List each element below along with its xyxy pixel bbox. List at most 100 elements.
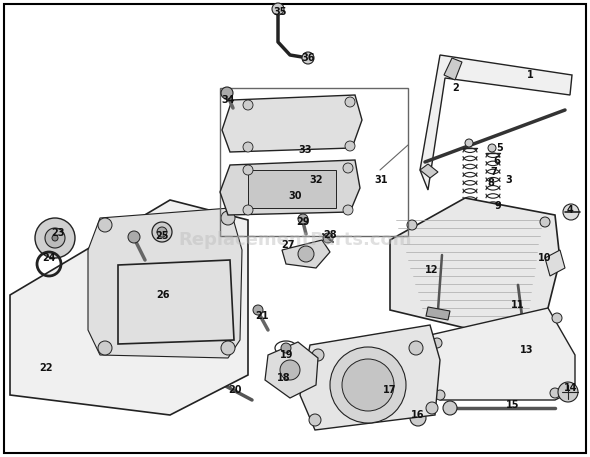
- Text: 9: 9: [494, 201, 501, 211]
- Circle shape: [302, 52, 314, 64]
- Circle shape: [243, 165, 253, 175]
- Circle shape: [410, 410, 426, 426]
- Circle shape: [157, 227, 167, 237]
- Circle shape: [465, 139, 473, 147]
- Circle shape: [345, 97, 355, 107]
- Circle shape: [243, 142, 253, 152]
- Circle shape: [552, 313, 562, 323]
- Circle shape: [272, 3, 284, 15]
- Polygon shape: [300, 325, 440, 430]
- Polygon shape: [420, 164, 438, 178]
- Text: 20: 20: [228, 385, 242, 395]
- Polygon shape: [390, 198, 560, 328]
- Text: 35: 35: [273, 7, 287, 17]
- Text: 23: 23: [51, 228, 65, 238]
- Circle shape: [343, 205, 353, 215]
- Circle shape: [221, 211, 235, 225]
- Text: 27: 27: [281, 240, 295, 250]
- Circle shape: [558, 382, 578, 402]
- Circle shape: [281, 343, 291, 353]
- Text: 14: 14: [564, 383, 578, 393]
- Bar: [220, 88, 408, 236]
- Circle shape: [298, 214, 308, 224]
- Text: 18: 18: [277, 373, 291, 383]
- Circle shape: [342, 359, 394, 411]
- Circle shape: [128, 231, 140, 243]
- Polygon shape: [545, 250, 565, 276]
- Polygon shape: [265, 342, 318, 398]
- Text: 30: 30: [289, 191, 301, 201]
- Circle shape: [298, 246, 314, 262]
- Text: 32: 32: [309, 175, 323, 185]
- Text: 26: 26: [156, 290, 170, 300]
- Polygon shape: [275, 188, 305, 208]
- Polygon shape: [10, 200, 248, 415]
- Polygon shape: [88, 208, 242, 358]
- Text: 12: 12: [425, 265, 439, 275]
- Circle shape: [98, 218, 112, 232]
- Circle shape: [221, 87, 233, 99]
- Text: 4: 4: [566, 205, 573, 215]
- Polygon shape: [420, 55, 572, 190]
- Text: 2: 2: [453, 83, 460, 93]
- Text: 11: 11: [512, 300, 525, 310]
- Text: 1: 1: [527, 70, 533, 80]
- Circle shape: [343, 163, 353, 173]
- Text: 21: 21: [255, 311, 269, 321]
- Text: 17: 17: [384, 385, 396, 395]
- Polygon shape: [420, 308, 575, 400]
- Text: 3: 3: [506, 175, 512, 185]
- Polygon shape: [282, 240, 330, 268]
- Text: 16: 16: [411, 410, 425, 420]
- Circle shape: [35, 218, 75, 258]
- Circle shape: [540, 217, 550, 227]
- Circle shape: [253, 305, 263, 315]
- Text: 8: 8: [487, 178, 494, 188]
- Circle shape: [309, 414, 321, 426]
- Text: 22: 22: [40, 363, 53, 373]
- Text: 31: 31: [374, 175, 388, 185]
- Text: 6: 6: [494, 156, 500, 166]
- Circle shape: [550, 388, 560, 398]
- Text: 19: 19: [280, 350, 294, 360]
- Circle shape: [435, 390, 445, 400]
- Circle shape: [52, 235, 58, 241]
- Polygon shape: [426, 307, 450, 320]
- Circle shape: [152, 222, 172, 242]
- Text: 33: 33: [299, 145, 312, 155]
- Circle shape: [312, 349, 324, 361]
- Text: 13: 13: [520, 345, 534, 355]
- Text: 25: 25: [155, 231, 169, 241]
- Circle shape: [409, 341, 423, 355]
- Polygon shape: [444, 58, 462, 80]
- Text: 24: 24: [42, 253, 55, 263]
- Circle shape: [426, 402, 438, 414]
- Text: 10: 10: [538, 253, 552, 263]
- Circle shape: [98, 341, 112, 355]
- Circle shape: [563, 204, 579, 220]
- Text: 29: 29: [296, 217, 310, 227]
- Text: 28: 28: [323, 230, 337, 240]
- Text: 5: 5: [497, 143, 503, 153]
- Circle shape: [443, 401, 457, 415]
- Text: 34: 34: [221, 95, 235, 105]
- Text: 7: 7: [491, 167, 497, 177]
- Circle shape: [330, 347, 406, 423]
- Polygon shape: [507, 338, 534, 352]
- Circle shape: [280, 360, 300, 380]
- Bar: [248, 170, 336, 208]
- Circle shape: [432, 338, 442, 348]
- Circle shape: [323, 233, 333, 243]
- Text: 15: 15: [506, 400, 520, 410]
- Circle shape: [488, 144, 496, 152]
- Circle shape: [345, 141, 355, 151]
- Circle shape: [407, 220, 417, 230]
- Circle shape: [221, 341, 235, 355]
- Polygon shape: [220, 160, 360, 215]
- Circle shape: [243, 100, 253, 110]
- Text: 36: 36: [301, 53, 314, 63]
- Circle shape: [212, 375, 226, 389]
- Text: ReplacementParts.com: ReplacementParts.com: [178, 231, 412, 249]
- Circle shape: [243, 205, 253, 215]
- Polygon shape: [222, 95, 362, 152]
